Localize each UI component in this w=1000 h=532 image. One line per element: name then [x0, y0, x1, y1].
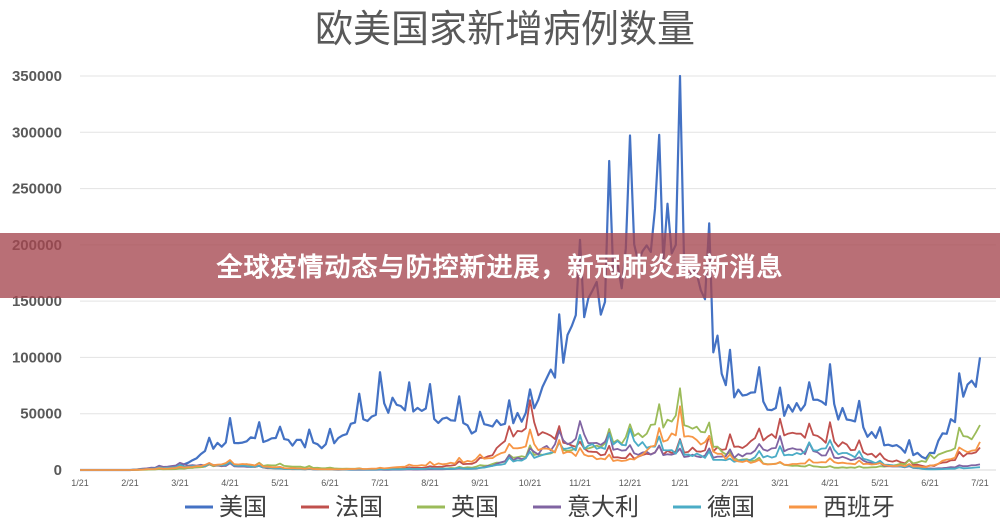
legend: 美国 法国 英国 意大利 德国 西班牙: [185, 493, 895, 521]
x-tick-label: 4/21: [221, 478, 239, 488]
x-tick-label: 6/21: [921, 478, 939, 488]
y-tick-label: 0: [54, 462, 62, 479]
legend-label: 意大利: [567, 493, 639, 521]
x-tick-label: 2/21: [721, 478, 739, 488]
y-tick-label: 350000: [12, 68, 62, 85]
x-axis-ticks: 1/21 2/21 3/21 4/21 5/21 6/21 7/21 8/21 9/21 10/2…: [71, 478, 989, 488]
headline-banner: 全球疫情动态与防控新进展，新冠肺炎最新消息: [0, 233, 1000, 298]
y-tick-label: 300000: [12, 124, 62, 141]
y-tick-label: 250000: [12, 181, 62, 198]
x-tick-label: 3/21: [771, 478, 789, 488]
legend-label: 美国: [219, 493, 267, 521]
x-tick-label: 5/21: [271, 478, 289, 488]
series-lines: [80, 74, 982, 472]
series-line: [80, 405, 981, 471]
legend-label: 德国: [707, 493, 755, 521]
series-line: [80, 420, 981, 471]
x-tick-label: 4/21: [821, 478, 839, 488]
x-tick-label: 2/21: [121, 478, 139, 488]
x-tick-label: 1/21: [671, 478, 689, 488]
chart-title: 欧美国家新增病例数量: [315, 7, 695, 51]
x-tick-label: 6/21: [321, 478, 339, 488]
x-tick-label: 3/21: [171, 478, 189, 488]
y-tick-label: 50000: [20, 406, 62, 423]
x-tick-label: 9/21: [471, 478, 489, 488]
series-line: [80, 74, 982, 472]
legend-label: 法国: [335, 493, 383, 521]
x-tick-label: 7/21: [371, 478, 389, 488]
legend-label: 英国: [451, 493, 499, 521]
series-line: [80, 427, 981, 471]
y-tick-label: 100000: [12, 349, 62, 366]
x-tick-label: 5/21: [871, 478, 889, 488]
x-tick-label: 10/21: [519, 478, 542, 488]
legend-label: 西班牙: [823, 493, 895, 521]
x-tick-label: 11/21: [569, 478, 591, 488]
headline-text: 全球疫情动态与防控新进展，新冠肺炎最新消息: [216, 253, 784, 283]
x-tick-label: 1/21: [71, 478, 89, 488]
x-tick-label: 12/21: [619, 478, 642, 488]
series-line: [80, 399, 981, 471]
x-tick-label: 8/21: [421, 478, 439, 488]
x-tick-label: 7/21: [971, 478, 989, 488]
